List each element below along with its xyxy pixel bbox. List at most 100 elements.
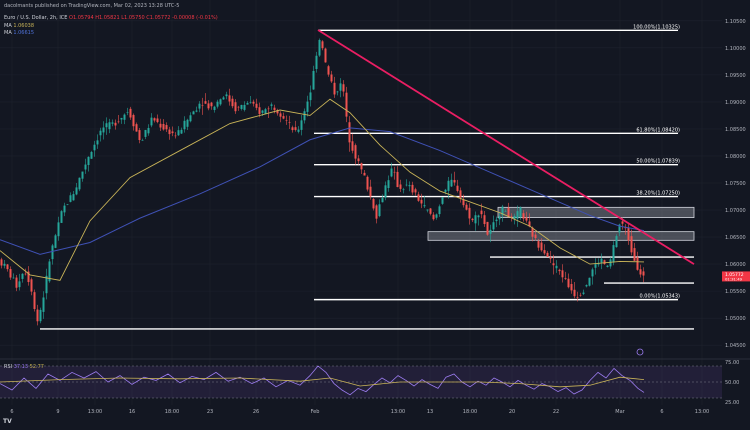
- x-tick-label: 6: [10, 409, 13, 415]
- ma1-label: MA: [4, 23, 12, 29]
- candle-body: [108, 122, 111, 130]
- zone-box: [497, 206, 695, 219]
- rsi-legend[interactable]: RSI 37.13 52.77: [4, 364, 44, 370]
- candle-body: [120, 117, 123, 120]
- candle-body: [228, 95, 231, 102]
- candle-body: [507, 207, 510, 218]
- chart-grid: [0, 0, 722, 405]
- candle-body: [582, 292, 585, 294]
- candle-body: [261, 110, 264, 113]
- candle-body: [510, 215, 513, 217]
- candle-body: [123, 114, 126, 120]
- candles: [0, 38, 645, 326]
- candle-body: [168, 129, 171, 135]
- candle-body: [366, 176, 369, 190]
- candle-body: [432, 214, 435, 220]
- candle-body: [48, 261, 51, 282]
- candle-body: [396, 171, 399, 188]
- candle-body: [384, 185, 387, 198]
- level-label: 38.20%(1.07250): [636, 191, 680, 197]
- moving-averages: [0, 98, 645, 281]
- trendline[interactable]: [317, 29, 695, 265]
- candle-body: [192, 111, 195, 115]
- candle-body: [348, 122, 351, 143]
- candle-body: [252, 101, 255, 104]
- candle-body: [141, 140, 144, 141]
- candle-body: [630, 236, 633, 253]
- candle-body: [156, 118, 159, 123]
- candle-body: [618, 224, 621, 233]
- candle-body: [21, 273, 24, 279]
- candle-body: [12, 277, 15, 279]
- candle-body: [321, 41, 324, 49]
- zones: [427, 206, 695, 241]
- candle-body: [243, 104, 246, 110]
- candle-body: [126, 112, 129, 113]
- candle-body: [285, 120, 288, 121]
- candle-body: [3, 263, 6, 266]
- candle-body: [438, 206, 441, 215]
- ma-fast-line: [0, 98, 645, 281]
- candle-body: [393, 171, 396, 173]
- candle-body: [75, 187, 78, 195]
- y-tick-label: 1.10000: [725, 46, 746, 52]
- candle-body: [615, 236, 618, 248]
- rsi-tick-label: 25.00: [725, 400, 739, 406]
- candle-body: [564, 278, 567, 279]
- x-tick-label: 18:00: [463, 409, 477, 415]
- candle-body: [594, 264, 597, 268]
- candle-body: [375, 205, 378, 219]
- candle-body: [327, 66, 330, 75]
- candle-body: [198, 103, 201, 109]
- candle-body: [312, 70, 315, 90]
- y-tick-label: 1.08000: [725, 154, 746, 160]
- candle-body: [486, 221, 489, 235]
- candle-body: [153, 118, 156, 121]
- candle-body: [597, 263, 600, 265]
- candle-body: [369, 186, 372, 197]
- candle-body: [117, 121, 120, 123]
- candle-body: [435, 214, 438, 218]
- price-axis[interactable]: 1.10500 1.10000 1.09500 1.09000 1.08500 1.080…: [725, 19, 746, 349]
- candle-body: [90, 151, 93, 159]
- ma2-legend[interactable]: MA 1.06615: [4, 30, 34, 36]
- candle-body: [225, 94, 228, 97]
- x-tick-label: 6: [660, 409, 663, 415]
- candle-body: [78, 177, 81, 190]
- tradingview-logo[interactable]: TV: [3, 418, 12, 425]
- candle-body: [294, 127, 297, 130]
- candle-body: [147, 127, 150, 134]
- candle-body: [636, 257, 639, 270]
- symbol-line[interactable]: Euro / U.S. Dollar, 2h, ICE O1.05794 H1.…: [4, 15, 218, 21]
- candle-body: [291, 127, 294, 131]
- rsi-tick-label: 75.00: [725, 360, 739, 366]
- candle-body: [411, 184, 414, 193]
- candle-body: [387, 180, 390, 188]
- candle-body: [543, 250, 546, 254]
- candle-body: [447, 180, 450, 191]
- candle-body: [381, 197, 384, 203]
- candle-body: [306, 101, 309, 112]
- candle-body: [42, 297, 45, 312]
- y-tick-label: 1.07000: [725, 208, 746, 214]
- candle-body: [459, 190, 462, 198]
- candle-body: [408, 185, 411, 187]
- time-axis[interactable]: 6 9 13:00 16 18:00 23 26 Feb 13:00 13 18:00 20 22 Mar…: [10, 409, 709, 415]
- candle-body: [498, 216, 501, 220]
- x-tick-label: 23: [207, 409, 213, 415]
- ma1-legend[interactable]: MA 1.06038: [4, 23, 34, 29]
- candle-body: [240, 104, 243, 109]
- candle-body: [81, 171, 84, 179]
- candle-body: [315, 55, 318, 69]
- candle-body: [255, 103, 258, 108]
- candle-body: [444, 189, 447, 192]
- candle-body: [204, 101, 207, 104]
- candle-body: [609, 259, 612, 267]
- candle-body: [465, 204, 468, 210]
- candle-body: [591, 269, 594, 277]
- candle-body: [372, 198, 375, 209]
- candle-body: [177, 130, 180, 136]
- candle-body: [561, 270, 564, 278]
- candle-body: [426, 209, 429, 211]
